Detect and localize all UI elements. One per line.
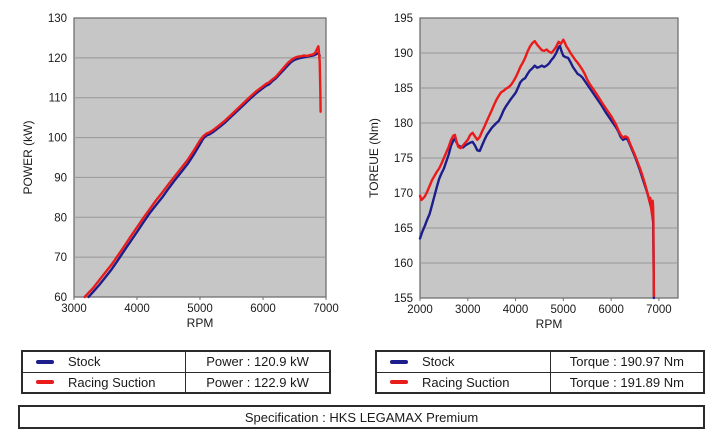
legend-label-racing-suction: Racing Suction: [422, 374, 510, 390]
series-line-racing-suction: [83, 45, 322, 299]
x-tick-label: 6000: [250, 303, 276, 315]
racing-suction-line-swatch: [36, 380, 54, 385]
y-tick-label: 70: [54, 252, 67, 264]
y-tick-label: 170: [394, 188, 413, 200]
legend-row-stock: Stock Power : 120.9 kW: [23, 352, 329, 372]
y-tick-label: 80: [54, 212, 67, 224]
y-tick-label: 185: [394, 83, 413, 95]
power-value-stock: Power : 120.9 kW: [185, 352, 329, 372]
plot-area: [73, 17, 327, 298]
torque-chart: 155 160 165 170 175 180 185 190 195 2000 3000 4000 5…: [360, 0, 720, 340]
power-legend-table: Stock Power : 120.9 kW Racing Suction Po…: [21, 350, 331, 394]
specification-bar: Specification : HKS LEGAMAX Premium: [18, 405, 705, 429]
legend-name-cell: Stock: [23, 352, 185, 372]
y-tick-label: 120: [48, 53, 67, 65]
y-tick-label: 90: [54, 172, 67, 184]
x-tick-label: 7000: [313, 303, 339, 315]
torque-value-stock: Torque : 190.97 Nm: [549, 352, 703, 372]
y-tick-label: 190: [394, 48, 413, 60]
y-axis-label: POWER (kW): [21, 121, 35, 195]
y-tick-label: 100: [48, 133, 67, 145]
y-tick-label: 175: [394, 153, 413, 165]
racing-suction-line-swatch: [390, 380, 408, 385]
y-axis-label: TOREUE (Nm): [367, 118, 381, 198]
legend-name-cell: Racing Suction: [377, 373, 550, 393]
x-tick-label: 3000: [61, 303, 87, 315]
x-tick-label: 2000: [407, 304, 433, 316]
x-tick-label: 4000: [124, 303, 150, 315]
x-axis-label: RPM: [187, 316, 214, 330]
x-axis-label: RPM: [536, 317, 563, 331]
x-tick-label: 7000: [646, 304, 672, 316]
stock-line-swatch: [390, 359, 408, 364]
torque-legend-table: Stock Torque : 190.97 Nm Racing Suction …: [375, 350, 705, 394]
x-tick-label: 5000: [187, 303, 213, 315]
legend-row-stock: Stock Torque : 190.97 Nm: [377, 352, 703, 372]
y-tick-label: 110: [49, 93, 67, 105]
torque-chart-svg: 155 160 165 170 175 180 185 190 195 2000 3000 4000 5…: [367, 13, 679, 331]
power-chart-svg: 60 70 80 90 100 110 120 130 3000 4000 5000 6000 7000…: [21, 13, 339, 330]
legend-name-cell: Stock: [377, 352, 550, 372]
legend-label-stock: Stock: [422, 354, 455, 370]
y-tick-label: 60: [54, 292, 67, 304]
torque-value-racing-suction: Torque : 191.89 Nm: [549, 372, 703, 392]
stock-line-swatch: [36, 359, 54, 364]
y-tick-label: 130: [48, 13, 67, 25]
legend-name-cell: Racing Suction: [23, 373, 185, 393]
power-chart: 60 70 80 90 100 110 120 130 3000 4000 5000 6000 7000…: [0, 0, 360, 340]
y-tick-label: 180: [394, 118, 413, 130]
x-tick-label: 4000: [503, 304, 529, 316]
y-tick-label: 160: [394, 258, 413, 270]
legend-label-racing-suction: Racing Suction: [68, 374, 156, 390]
legend-row-racing-suction: Racing Suction Torque : 191.89 Nm: [377, 371, 703, 393]
y-tick-label: 165: [394, 223, 413, 235]
legend-label-stock: Stock: [68, 354, 101, 370]
x-tick-label: 6000: [598, 304, 624, 316]
series-line-racing-suction: [418, 38, 656, 298]
x-tick-label: 5000: [551, 304, 577, 316]
x-tick-label: 3000: [455, 304, 481, 316]
series-line-stock: [87, 51, 321, 299]
legend-row-racing-suction: Racing Suction Power : 122.9 kW: [23, 371, 329, 393]
y-tick-label: 195: [394, 13, 413, 25]
y-tick-label: 155: [394, 293, 413, 305]
power-value-racing-suction: Power : 122.9 kW: [185, 372, 329, 392]
